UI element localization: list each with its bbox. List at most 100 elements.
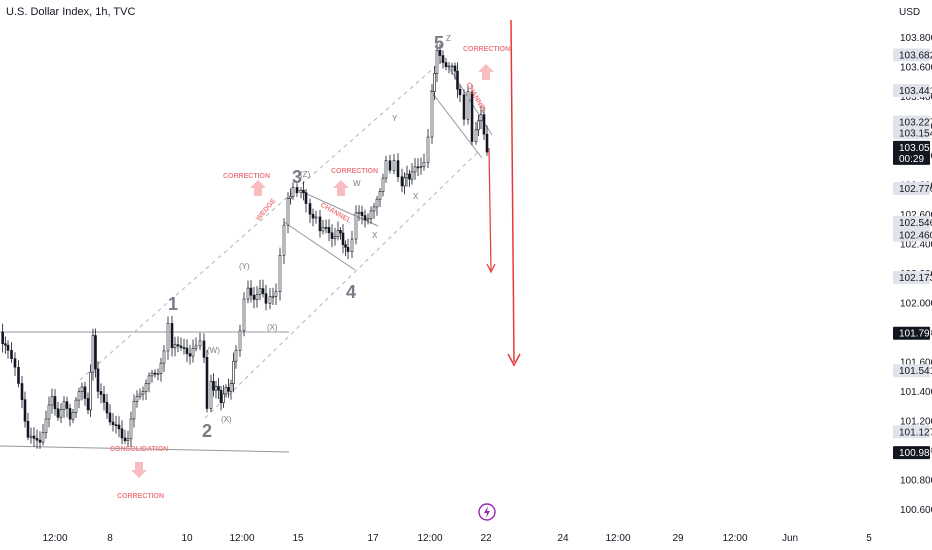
price-label: 101.795 [899, 329, 932, 340]
y-tick-label: 101.200 [900, 417, 932, 428]
candle-body [194, 345, 198, 349]
candle-body [416, 166, 420, 169]
replay-button[interactable] [478, 503, 496, 521]
wave-label: (X) [221, 415, 232, 424]
candle-body [333, 236, 337, 239]
x-tick-label: 22 [480, 533, 492, 544]
wave-label: 5 [434, 33, 444, 53]
candle-body [438, 49, 442, 56]
candle-body [426, 136, 430, 163]
y-tick-label: 103.600 [900, 63, 932, 74]
correction-arrow [478, 64, 494, 80]
candle-body [222, 393, 225, 403]
candle-body [132, 401, 136, 420]
candle-body [344, 244, 347, 248]
candle-body [68, 408, 72, 420]
candle-body [357, 211, 361, 214]
candle-body [166, 323, 170, 352]
wave-label: (W) [207, 346, 220, 355]
candle-body [381, 177, 385, 192]
projection-arrow-small [488, 147, 492, 271]
wave-label: Z [446, 34, 451, 43]
candle-body [360, 211, 364, 216]
correction-arrow [131, 462, 147, 478]
y-tick-label: 102.600 [900, 210, 932, 221]
candle-body [71, 412, 75, 420]
candle-body [268, 296, 272, 304]
candle-body [249, 287, 253, 296]
candle-body [217, 386, 220, 391]
candle-body [336, 230, 340, 237]
candle-body [32, 435, 36, 439]
price-label-box [893, 270, 930, 284]
candle-body [321, 227, 325, 232]
candle-body [123, 437, 127, 442]
price-label-box [893, 425, 930, 439]
candle-body [408, 173, 411, 180]
candle-body [278, 254, 282, 292]
support-line [0, 445, 290, 453]
y-tick-label: 100.800 [900, 476, 932, 487]
candles [1, 43, 489, 449]
candle-body [392, 160, 396, 171]
price-label: 103.154 [899, 128, 932, 139]
candle-body [400, 176, 404, 187]
x-tick-label: 10 [181, 533, 193, 544]
y-tick-label: 102.400 [900, 240, 932, 251]
candle-body [289, 196, 292, 199]
candle-body [35, 438, 39, 441]
candle-body [264, 293, 268, 304]
price-label-box [893, 140, 930, 165]
candle-body [271, 295, 275, 298]
pattern-label: CORRECTION [117, 493, 164, 500]
x-tick-label: 12:00 [229, 533, 254, 544]
price-label-box [893, 215, 930, 229]
candle-body [144, 383, 148, 392]
candle-body [74, 399, 78, 413]
pattern-label: CORRECTION [223, 173, 270, 180]
candle-body [354, 212, 358, 240]
candle-body [17, 366, 20, 384]
pattern-label: CORRECTION [463, 46, 510, 53]
candle-body [191, 348, 195, 357]
candle-body [77, 391, 81, 401]
price-label-box [893, 364, 930, 378]
candle-body [238, 330, 242, 351]
lightning-icon[interactable] [478, 503, 496, 521]
price-label: 103.441 [899, 86, 932, 97]
drawing-lines [0, 19, 521, 478]
candle-body [363, 215, 367, 221]
wave-label: (Z) [300, 170, 311, 179]
candle-body [182, 347, 186, 349]
candle-body [384, 160, 388, 179]
candle-body [388, 160, 392, 171]
candle-body [405, 173, 409, 179]
candle-body [96, 368, 100, 392]
candle-body [413, 166, 417, 173]
candle-body [470, 91, 474, 142]
wave-label: Y [392, 114, 398, 123]
price-label-box [893, 228, 930, 242]
candle-body [147, 375, 151, 384]
candle-body [252, 294, 256, 300]
candle-body [89, 371, 92, 411]
candle-body [450, 65, 454, 68]
wave-label: X [372, 231, 378, 240]
candle-body [198, 340, 202, 347]
pattern-label: CONSOLIDATION [110, 446, 168, 453]
candle-body [138, 393, 142, 397]
candle-body [156, 372, 160, 375]
candle-body [65, 401, 69, 409]
candle-body [1, 331, 4, 345]
candle-body [227, 387, 230, 392]
candle-body [83, 386, 87, 399]
candle-body [50, 396, 54, 406]
y-tick-label: 103.400 [900, 92, 932, 103]
wave-label: 2 [202, 421, 212, 441]
candle-body [422, 161, 426, 167]
candle-body [212, 380, 215, 391]
candle-body [410, 171, 414, 180]
candle-body [120, 428, 124, 439]
wave-label: 3 [292, 167, 302, 187]
